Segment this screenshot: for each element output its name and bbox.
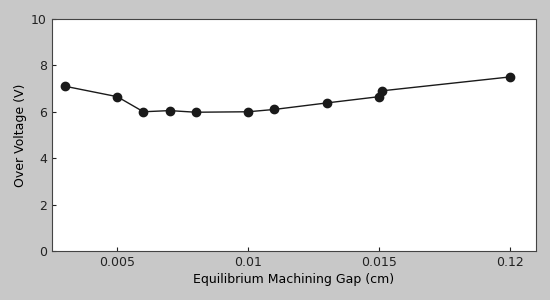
- X-axis label: Equilibrium Machining Gap (cm): Equilibrium Machining Gap (cm): [194, 273, 394, 286]
- Y-axis label: Over Voltage (V): Over Voltage (V): [14, 83, 27, 187]
